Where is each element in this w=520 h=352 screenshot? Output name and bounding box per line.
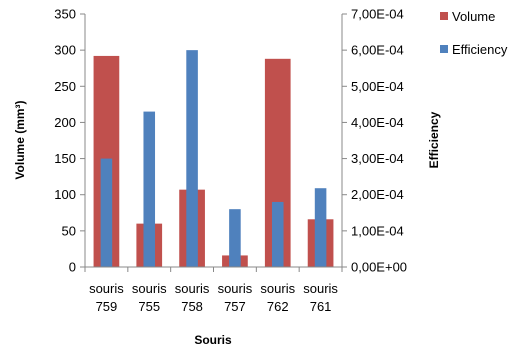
- x-tick-label-line: souris: [260, 281, 295, 296]
- x-tick-label-line: souris: [132, 281, 167, 296]
- y-tick-label: 300: [54, 43, 76, 58]
- bar-efficiency: [229, 209, 241, 267]
- x-axis-title: Souris: [194, 333, 232, 347]
- legend-swatch-efficiency: [440, 45, 448, 53]
- y-tick-label: 200: [54, 115, 76, 130]
- y2-tick-label: 1,00E-04: [351, 223, 404, 238]
- legend-label-efficiency: Efficiency: [452, 42, 508, 57]
- x-tick-label-line: 755: [138, 299, 160, 314]
- x-tick-label-line: souris: [89, 281, 124, 296]
- y-tick-label: 150: [54, 151, 76, 166]
- x-tick-label-line: 762: [267, 299, 289, 314]
- y2-axis-title: Efficiency: [427, 111, 441, 168]
- y2-tick-label: 4,00E-04: [351, 115, 404, 130]
- y2-tick-label: 5,00E-04: [351, 79, 404, 94]
- y-tick-label: 0: [69, 260, 76, 275]
- y2-tick-label: 0,00E+00: [351, 260, 407, 275]
- x-tick-label-line: souris: [303, 281, 338, 296]
- bar-efficiency: [314, 188, 327, 267]
- legend-swatch-volume: [440, 12, 448, 20]
- x-tick-label: souris 755: [132, 281, 167, 314]
- legend: Volume Efficiency: [440, 9, 508, 57]
- y2-axis-ticks: 0,00E+00 1,00E-04 2,00E-04 3,00E-04 4,00E-04…: [342, 7, 407, 275]
- x-tick-label: souris 761: [303, 281, 338, 314]
- x-tick-label-line: 759: [96, 299, 118, 314]
- x-tick-label-line: souris: [218, 281, 253, 296]
- bars-layer: [93, 50, 334, 268]
- y2-tick-label: 2,00E-04: [351, 187, 404, 202]
- y2-tick-label: 3,00E-04: [351, 151, 404, 166]
- y-tick-label: 250: [54, 79, 76, 94]
- bar-efficiency: [100, 158, 113, 267]
- x-tick-label: souris 762: [260, 281, 295, 314]
- bar-efficiency: [143, 111, 156, 267]
- y-tick-label: 50: [62, 223, 76, 238]
- x-tick-label-line: 761: [310, 299, 332, 314]
- x-tick-label: souris 757: [218, 281, 253, 314]
- y2-tick-label: 7,00E-04: [351, 7, 404, 22]
- x-tick-label: souris 758: [175, 281, 210, 314]
- y-tick-label: 350: [54, 7, 76, 22]
- y-tick-label: 100: [54, 187, 76, 202]
- y2-tick-label: 6,00E-04: [351, 43, 404, 58]
- bar-efficiency: [271, 201, 284, 267]
- bar-efficiency: [186, 50, 198, 268]
- y-axis-ticks: 0 50 100 150 200 250 300 350: [54, 7, 85, 275]
- x-tick-label-line: 757: [224, 299, 246, 314]
- x-tick-label: souris 759: [89, 281, 124, 314]
- x-tick-label-line: souris: [175, 281, 210, 296]
- x-tick-label-line: 758: [181, 299, 203, 314]
- y-axis-title: Volume (mm³): [13, 100, 27, 179]
- legend-label-volume: Volume: [452, 9, 495, 24]
